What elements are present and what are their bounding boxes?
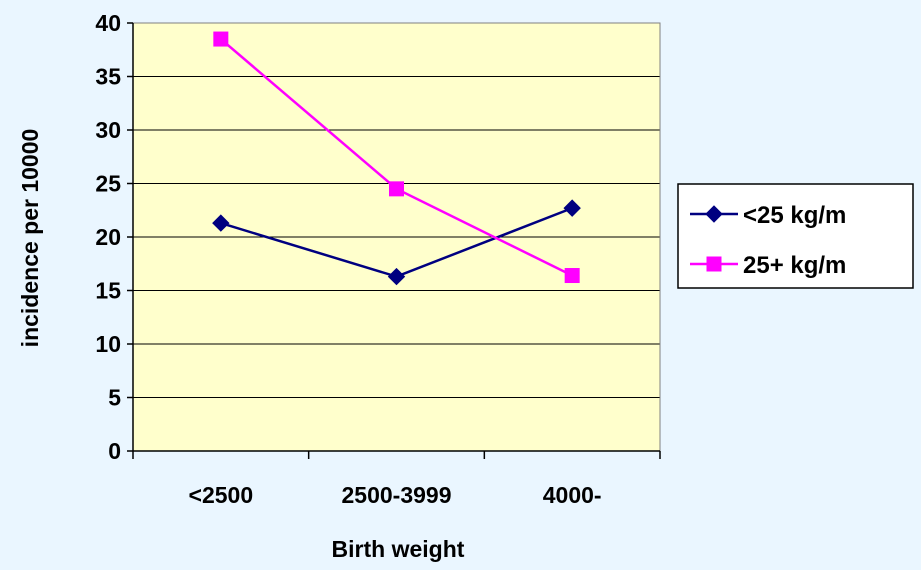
legend-marker: [706, 256, 722, 272]
legend-item: <25 kg/m: [690, 202, 846, 229]
y-tick-label: 40: [95, 10, 121, 36]
y-tick-label: 15: [95, 278, 121, 304]
legend: <25 kg/m 25+ kg/m: [677, 183, 914, 289]
series-layer: [212, 31, 581, 286]
data-point: [564, 268, 580, 284]
data-point: [389, 181, 404, 197]
data-point: [563, 199, 581, 217]
y-tick-label: 20: [95, 224, 121, 250]
legend-label: <25 kg/m: [743, 202, 846, 229]
y-tick-label: 5: [108, 385, 121, 411]
legend-marker: [705, 205, 723, 223]
series-2: [213, 31, 580, 284]
y-tick-label: 35: [95, 64, 121, 90]
series-1: [212, 199, 581, 286]
y-tick-label: 30: [95, 117, 121, 143]
x-tick-labels: <2500 2500-3999 4000-: [189, 482, 602, 508]
y-tick-label: 10: [95, 331, 121, 357]
axes: [127, 22, 661, 459]
y-axis-title: incidence per 10000: [17, 129, 43, 348]
data-point: [387, 267, 406, 286]
y-tick-labels: 0 5 10 15 20 25 30 35 40: [95, 10, 121, 464]
y-tick-label: 25: [95, 171, 121, 197]
legend-label: 25+ kg/m: [743, 252, 846, 279]
data-point: [213, 31, 229, 47]
y-tick-label: 0: [108, 438, 121, 464]
legend-item: 25+ kg/m: [690, 252, 846, 279]
data-point: [212, 214, 230, 232]
x-tick-label: <2500: [189, 482, 254, 508]
x-axis-title: Birth weight: [332, 536, 465, 562]
x-tick-label: 2500-3999: [342, 482, 452, 508]
x-tick-label: 4000-: [543, 482, 602, 508]
